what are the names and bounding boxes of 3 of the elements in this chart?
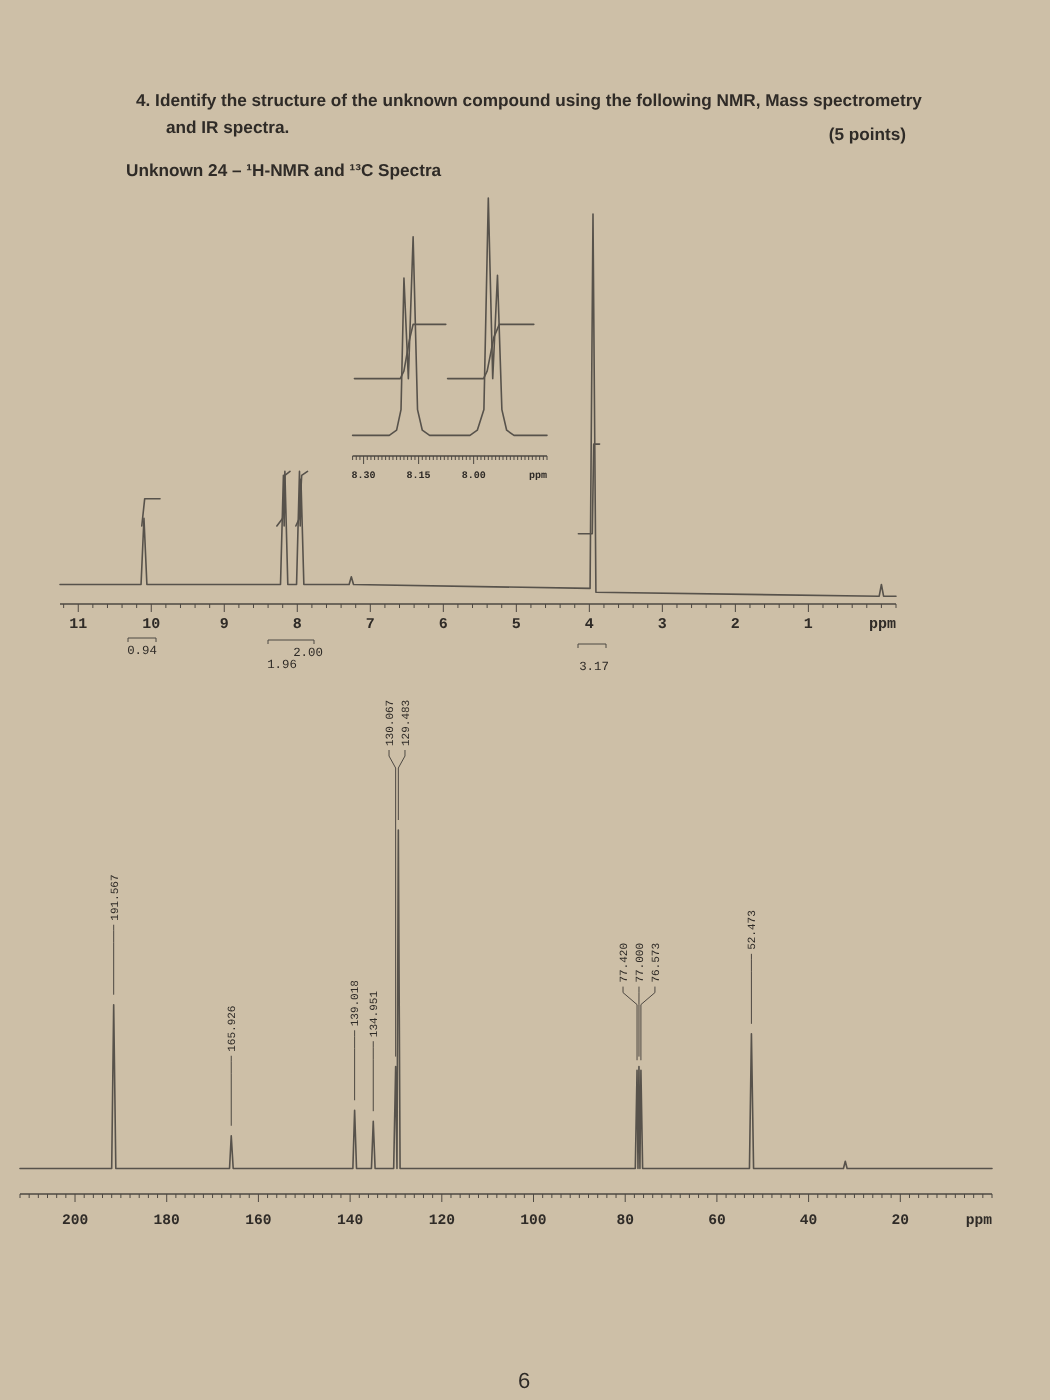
- text: 6: [517, 1370, 531, 1394]
- text: (5 points): [828, 124, 907, 144]
- chart-subtitle: Unknown 24 – ¹H-NMR and ¹³C Spectra: [126, 160, 442, 180]
